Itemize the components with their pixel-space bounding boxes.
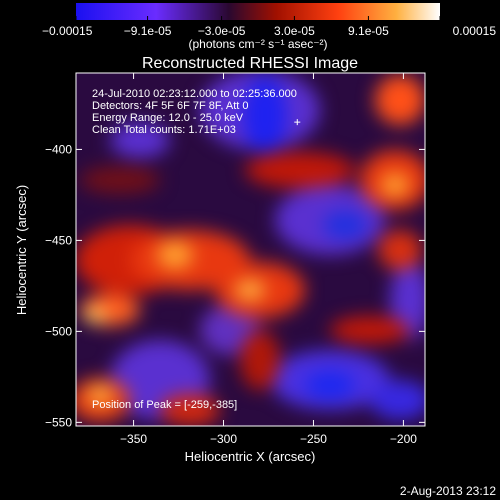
y-axis-ticks: −400 −450 −500 −550 — [45, 142, 425, 429]
y-tick-label: −500 — [45, 324, 72, 338]
peak-marker — [294, 119, 301, 126]
colorbar-tick-label: 9.1e-05 — [348, 24, 389, 38]
x-tick-label: −200 — [390, 432, 417, 446]
observation-info: 24-Jul-2010 02:23:12.000 to 02:25:36.000… — [92, 88, 297, 136]
x-tick-label: −350 — [120, 432, 147, 446]
colorbar — [76, 3, 440, 20]
timestamp: 2-Aug-2013 23:12 — [400, 484, 496, 498]
x-axis-label: Heliocentric X (arcsec) — [185, 449, 316, 464]
colorbar-ticks: −0.00015 −9.1e-05 −3.0e-05 3.0e-05 9.1e-05 0.… — [42, 16, 496, 38]
x-tick-label: −300 — [210, 432, 237, 446]
x-axis-ticks: −350 −300 −250 −200 — [120, 73, 417, 446]
colorbar-tick-label: −9.1e-05 — [124, 24, 172, 38]
y-tick-label: −450 — [45, 233, 72, 247]
y-tick-label: −550 — [45, 415, 72, 429]
plot-frame — [75, 72, 426, 427]
colorbar-tick-label: 3.0e-05 — [274, 24, 315, 38]
colorbar-tick-label: −0.00015 — [42, 24, 93, 38]
y-tick-label: −400 — [45, 142, 72, 156]
peak-cross — [294, 119, 301, 126]
chart-title: Reconstructed RHESSI Image — [142, 55, 358, 72]
colorbar-tick-label: 0.00015 — [453, 24, 497, 38]
colorbar-tick-label: −3.0e-05 — [198, 24, 246, 38]
heatmap-image — [76, 73, 425, 426]
colorbar-units-label: (photons cm⁻² s⁻¹ asec⁻²) — [188, 37, 327, 51]
info-line: Energy Range: 12.0 - 25.0 keV — [92, 112, 244, 124]
info-line: 24-Jul-2010 02:23:12.000 to 02:25:36.000 — [92, 88, 297, 100]
info-line: Detectors: 4F 5F 6F 7F 8F, Att 0 — [92, 100, 249, 112]
info-line: Clean Total counts: 1.71E+03 — [92, 124, 236, 136]
x-tick-label: −250 — [300, 432, 327, 446]
y-axis-label: Heliocentric Y (arcsec) — [14, 185, 29, 315]
peak-position-annotation: Position of Peak = [-259,-385] — [92, 399, 237, 411]
